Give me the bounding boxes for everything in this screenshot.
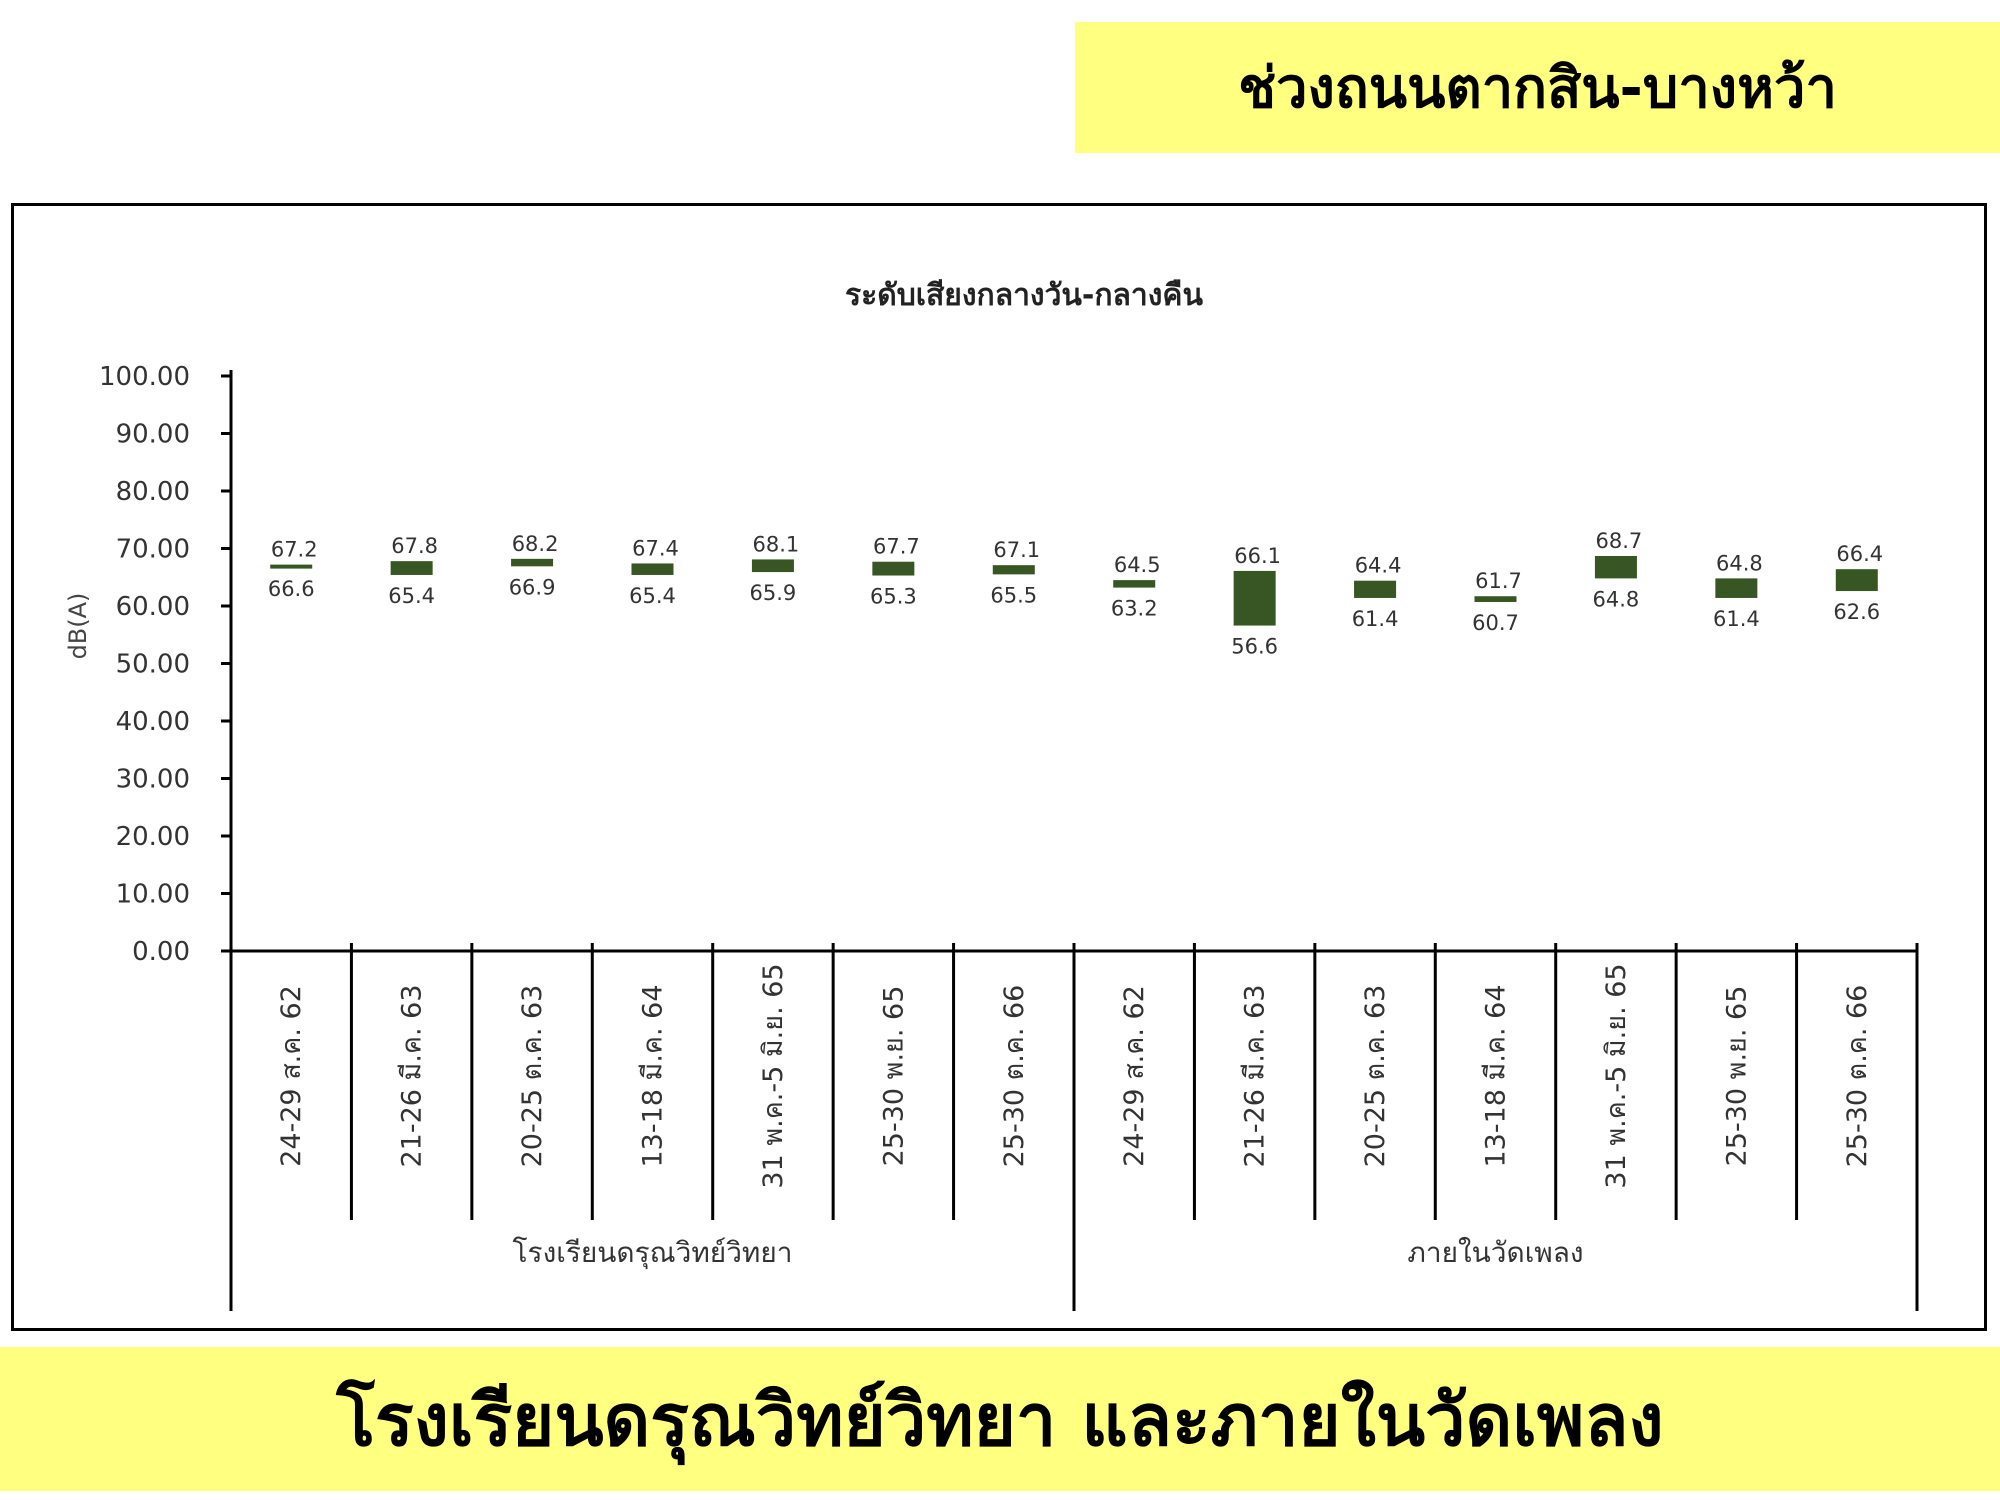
range-bar <box>390 561 433 575</box>
range-bar <box>872 561 915 576</box>
x-tick-label: 13-18 มี.ค. 64 <box>1481 984 1512 1167</box>
high-value-label: 64.4 <box>1355 554 1402 578</box>
range-bar <box>751 559 794 573</box>
low-value-label: 65.9 <box>750 581 797 605</box>
x-tick-label: 31 พ.ค.-5 มิ.ย. 65 <box>758 963 789 1188</box>
range-bar <box>270 564 313 569</box>
high-value-label: 67.2 <box>271 538 318 562</box>
y-axis-label: dB(A) <box>64 593 92 660</box>
range-bar <box>1594 555 1637 579</box>
range-bar <box>631 563 674 575</box>
bottom-banner: โรงเรียนดรุณวิทย์วิทยา และภายในวัดเพลง <box>0 1347 2000 1491</box>
x-tick-label: 21-26 มี.ค. 63 <box>397 984 428 1167</box>
low-value-label: 61.4 <box>1352 607 1399 631</box>
range-bar <box>992 565 1035 575</box>
high-value-label: 67.1 <box>993 538 1040 562</box>
y-tick-label: 100.00 <box>99 362 190 392</box>
high-value-label: 66.4 <box>1836 542 1883 566</box>
x-tick-label: 13-18 มี.ค. 64 <box>638 984 669 1167</box>
range-bar <box>511 558 554 567</box>
group-label: โรงเรียนดรุณวิทย์วิทยา <box>513 1236 793 1270</box>
y-tick-label: 90.00 <box>116 420 190 450</box>
high-value-label: 67.4 <box>632 536 679 560</box>
low-value-label: 56.6 <box>1231 635 1278 659</box>
x-tick-label: 25-30 ต.ค. 66 <box>1842 985 1873 1168</box>
low-value-label: 65.4 <box>629 584 676 608</box>
low-value-label: 62.6 <box>1833 600 1880 624</box>
low-value-label: 65.5 <box>990 583 1037 607</box>
range-bar <box>1835 569 1878 592</box>
low-value-label: 61.4 <box>1713 607 1760 631</box>
x-tick-label: 25-30 พ.ย. 65 <box>1721 986 1752 1167</box>
x-tick-label: 20-25 ต.ค. 63 <box>517 985 548 1168</box>
high-value-label: 68.7 <box>1596 529 1643 553</box>
y-tick-label: 50.00 <box>116 650 190 680</box>
y-tick-label: 20.00 <box>116 822 190 852</box>
x-tick-label: 20-25 ต.ค. 63 <box>1360 985 1391 1168</box>
y-tick-label: 10.00 <box>116 880 190 910</box>
high-value-label: 64.5 <box>1114 553 1161 577</box>
chart-frame <box>11 203 1987 1331</box>
low-value-label: 65.4 <box>388 584 435 608</box>
y-tick-label: 60.00 <box>116 592 190 622</box>
low-value-label: 64.8 <box>1593 587 1640 611</box>
group-label: ภายในวัดเพลง <box>1407 1236 1583 1269</box>
high-value-label: 67.8 <box>391 534 438 558</box>
low-value-label: 60.7 <box>1472 611 1519 635</box>
y-tick-label: 0.00 <box>132 937 190 967</box>
y-tick-label: 30.00 <box>116 765 190 795</box>
y-tick-label: 40.00 <box>116 707 190 737</box>
x-tick-label: 24-29 ส.ค. 62 <box>1119 985 1150 1167</box>
range-bar <box>1113 580 1156 588</box>
high-value-label: 61.7 <box>1475 569 1522 593</box>
low-value-label: 66.9 <box>509 575 556 599</box>
low-value-label: 63.2 <box>1111 597 1158 621</box>
y-tick-label: 70.00 <box>116 535 190 565</box>
high-value-label: 64.8 <box>1716 551 1763 575</box>
x-tick-label: 24-29 ส.ค. 62 <box>276 985 307 1167</box>
low-value-label: 66.6 <box>268 577 315 601</box>
y-tick-label: 80.00 <box>116 477 190 507</box>
x-tick-label: 21-26 มี.ค. 63 <box>1240 984 1271 1167</box>
chart-title: ระดับเสียงกลางวัน-กลางคืน <box>845 278 1204 313</box>
range-bar <box>1474 596 1517 602</box>
section-title: ช่วงถนนตากสิน-บางหว้า <box>1238 56 1837 121</box>
low-value-label: 65.3 <box>870 585 917 609</box>
x-tick-label: 31 พ.ค.-5 มิ.ย. 65 <box>1601 963 1632 1188</box>
location-title: โรงเรียนดรุณวิทย์วิทยา และภายในวัดเพลง <box>336 1377 1664 1462</box>
high-value-label: 68.2 <box>512 532 559 556</box>
high-value-label: 66.1 <box>1234 544 1281 568</box>
x-tick-label: 25-30 พ.ย. 65 <box>878 986 909 1167</box>
top-banner: ช่วงถนนตากสิน-บางหว้า <box>1075 22 2000 153</box>
high-value-label: 67.7 <box>873 535 920 559</box>
range-bar <box>1233 570 1276 626</box>
range-bar <box>1354 580 1397 598</box>
high-value-label: 68.1 <box>753 532 800 556</box>
range-bar <box>1715 578 1758 598</box>
x-tick-label: 25-30 ต.ค. 66 <box>999 985 1030 1168</box>
